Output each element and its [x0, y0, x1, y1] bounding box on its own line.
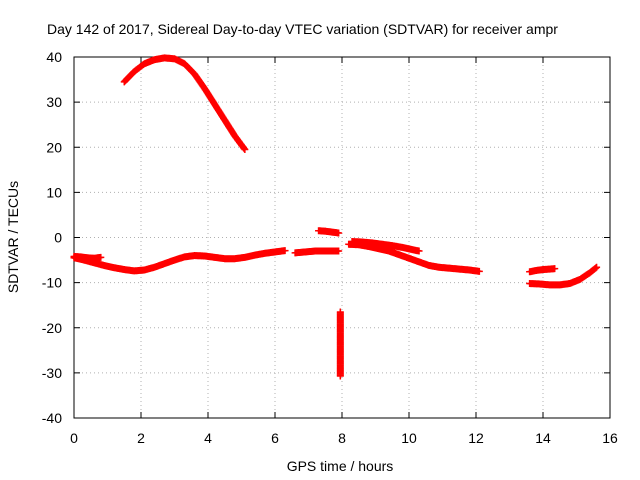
x-axis: 0 2 4 6 8 10 12 14 16: [70, 57, 618, 446]
data-point: [414, 247, 422, 255]
series-arc-mid: [291, 247, 343, 257]
x-axis-label: GPS time / hours: [287, 458, 394, 474]
y-tick-label: -40: [42, 410, 62, 426]
data-point: [474, 267, 482, 275]
x-tick-label: 2: [137, 430, 145, 446]
x-tick-label: 4: [204, 430, 212, 446]
series-arc-late-b: [526, 263, 601, 289]
y-tick-label: -10: [42, 275, 62, 291]
x-tick-label: 12: [468, 430, 484, 446]
series-arc-main: [70, 247, 289, 275]
data-point: [280, 247, 288, 255]
data-point: [336, 371, 344, 379]
series-arc-late-a: [526, 265, 559, 276]
chart-title: Day 142 of 2017, Sidereal Day-to-day VTE…: [47, 21, 558, 37]
x-tick-label: 10: [401, 430, 417, 446]
y-tick-label: 0: [54, 230, 62, 246]
data-point: [334, 247, 342, 255]
y-tick-label: -20: [42, 320, 62, 336]
y-tick-label: 20: [46, 139, 62, 155]
series-arc-short-up: [315, 227, 343, 237]
y-axis-label: SDTVAR / TECUs: [5, 181, 21, 293]
data-point: [550, 265, 558, 273]
y-tick-label: 10: [46, 184, 62, 200]
series-arc-start-offset: [70, 252, 105, 262]
series-outliers: [336, 308, 344, 380]
x-tick-label: 8: [338, 430, 346, 446]
y-tick-label: -30: [42, 365, 62, 381]
series-arc-high: [120, 54, 249, 154]
y-axis: -40 -30 -20 -10 0 10 20 30 40: [42, 49, 610, 426]
series-arc-long-upper: [348, 238, 423, 255]
data-point: [592, 264, 600, 272]
data-point: [240, 145, 248, 153]
data-point: [334, 229, 342, 237]
x-tick-label: 6: [271, 430, 279, 446]
y-tick-label: 30: [46, 94, 62, 110]
y-tick-label: 40: [46, 49, 62, 65]
data-point: [96, 254, 104, 262]
grid: [74, 57, 610, 418]
x-tick-label: 14: [535, 430, 551, 446]
x-tick-label: 0: [70, 430, 78, 446]
data-points: [70, 54, 601, 380]
x-tick-label: 16: [602, 430, 618, 446]
